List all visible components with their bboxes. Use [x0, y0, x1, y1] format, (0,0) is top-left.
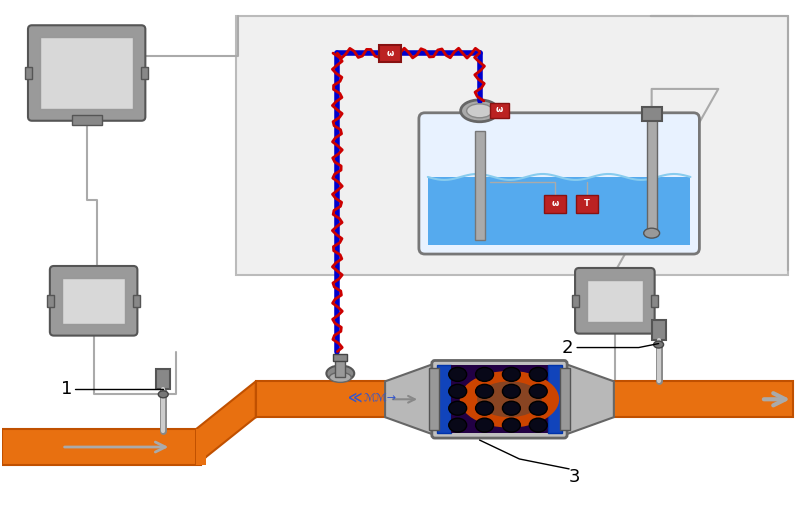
Ellipse shape	[654, 341, 664, 348]
Bar	[576, 195, 598, 213]
Ellipse shape	[529, 368, 547, 381]
Text: ω: ω	[496, 106, 503, 114]
FancyBboxPatch shape	[49, 266, 137, 335]
Bar	[560, 369, 570, 430]
Ellipse shape	[467, 104, 492, 118]
Bar	[156, 370, 170, 390]
Bar	[646, 116, 657, 235]
Bar	[587, 280, 642, 322]
Bar	[335, 360, 346, 377]
Ellipse shape	[460, 371, 559, 428]
Ellipse shape	[448, 368, 467, 381]
Bar	[47, 295, 53, 307]
Bar	[650, 295, 658, 307]
FancyBboxPatch shape	[419, 113, 699, 254]
FancyBboxPatch shape	[575, 268, 654, 333]
Ellipse shape	[448, 401, 467, 415]
Ellipse shape	[330, 372, 351, 382]
Bar	[236, 16, 788, 275]
Bar	[256, 381, 793, 417]
Ellipse shape	[158, 391, 168, 398]
Bar	[475, 131, 484, 240]
Bar	[2, 429, 201, 465]
Ellipse shape	[503, 401, 520, 415]
Ellipse shape	[529, 401, 547, 415]
Ellipse shape	[476, 401, 493, 415]
Ellipse shape	[477, 381, 542, 417]
Ellipse shape	[503, 384, 520, 398]
Bar	[61, 278, 125, 324]
FancyBboxPatch shape	[28, 25, 145, 121]
Bar	[429, 369, 439, 430]
Text: 1: 1	[61, 380, 73, 398]
Bar	[196, 429, 206, 465]
Bar	[334, 353, 347, 362]
Bar	[40, 37, 133, 109]
Bar	[489, 103, 509, 118]
Bar	[141, 67, 148, 79]
Bar	[642, 107, 662, 121]
Text: ω: ω	[386, 49, 393, 58]
Polygon shape	[385, 363, 435, 435]
Bar	[379, 45, 401, 62]
Bar	[437, 365, 451, 433]
Bar	[548, 365, 562, 433]
Bar	[133, 295, 140, 307]
Ellipse shape	[529, 384, 547, 398]
Text: T: T	[584, 200, 590, 208]
Polygon shape	[201, 386, 256, 465]
FancyBboxPatch shape	[432, 361, 567, 438]
Text: ω: ω	[551, 200, 559, 208]
Text: 2: 2	[561, 339, 573, 356]
Bar	[72, 115, 101, 125]
Ellipse shape	[503, 368, 520, 381]
Ellipse shape	[460, 100, 499, 122]
Bar	[652, 320, 666, 340]
Text: ℳℳ→: ℳℳ→	[364, 392, 397, 402]
Polygon shape	[564, 363, 614, 435]
Polygon shape	[196, 381, 256, 465]
Ellipse shape	[476, 418, 493, 432]
Bar	[544, 195, 566, 213]
Ellipse shape	[476, 384, 493, 398]
Bar	[428, 177, 690, 245]
Bar	[451, 365, 562, 433]
Ellipse shape	[326, 365, 354, 381]
Text: ≪: ≪	[348, 390, 362, 404]
Bar	[25, 67, 32, 79]
Ellipse shape	[503, 418, 520, 432]
Bar	[572, 295, 579, 307]
Ellipse shape	[529, 418, 547, 432]
Ellipse shape	[644, 228, 660, 238]
Ellipse shape	[448, 384, 467, 398]
Ellipse shape	[448, 418, 467, 432]
Text: 3: 3	[568, 468, 580, 486]
Ellipse shape	[476, 368, 493, 381]
